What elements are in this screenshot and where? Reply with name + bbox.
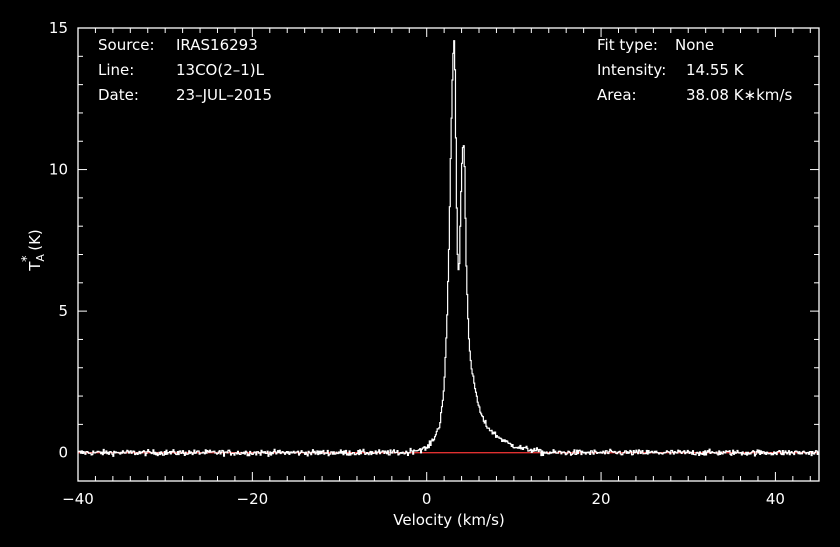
y-axis-label-subscript: A bbox=[34, 254, 47, 262]
y-axis-label-symbol: T bbox=[26, 261, 44, 272]
y-axis-label-unit: (K) bbox=[26, 229, 44, 255]
info-intensity-label: Intensity: bbox=[597, 61, 666, 79]
info-area-label: Area: bbox=[597, 86, 637, 104]
info-date-label: Date: bbox=[98, 86, 139, 104]
x-tick-label: −20 bbox=[237, 490, 269, 508]
info-line-value: 13CO(2–1)L bbox=[176, 61, 265, 79]
axis-tick-labels: −40 −20 0 20 40 0 5 10 15 bbox=[49, 19, 785, 508]
y-tick-label: 0 bbox=[58, 444, 68, 462]
info-area-value: 38.08 K∗km/s bbox=[686, 86, 792, 104]
info-fit-value: None bbox=[675, 36, 714, 54]
info-intensity-value: 14.55 K bbox=[686, 61, 745, 79]
y-tick-label: 5 bbox=[58, 302, 68, 320]
x-tick-label: 40 bbox=[766, 490, 785, 508]
info-block-right: Fit type: None Intensity: 14.55 K Area: … bbox=[597, 36, 792, 104]
y-axis-label: TA* (K) bbox=[20, 229, 47, 272]
spectrum-series-line bbox=[78, 40, 819, 457]
x-tick-label: 0 bbox=[422, 490, 432, 508]
info-source-label: Source: bbox=[98, 36, 155, 54]
x-axis-label: Velocity (km/s) bbox=[393, 511, 504, 529]
x-tick-label: −40 bbox=[62, 490, 94, 508]
y-tick-label: 15 bbox=[49, 19, 68, 37]
info-line-label: Line: bbox=[98, 61, 134, 79]
x-tick-label: 20 bbox=[592, 490, 611, 508]
info-date-value: 23–JUL–2015 bbox=[176, 86, 272, 104]
info-fit-label: Fit type: bbox=[597, 36, 658, 54]
info-source-value: IRAS16293 bbox=[176, 36, 258, 54]
info-block-left: Source: IRAS16293 Line: 13CO(2–1)L Date:… bbox=[98, 36, 272, 104]
y-tick-label: 10 bbox=[49, 161, 68, 179]
y-axis-label-superscript: * bbox=[20, 255, 35, 262]
y-axis-label-text: TA* (K) bbox=[20, 229, 47, 272]
plot-frame bbox=[77, 27, 820, 482]
